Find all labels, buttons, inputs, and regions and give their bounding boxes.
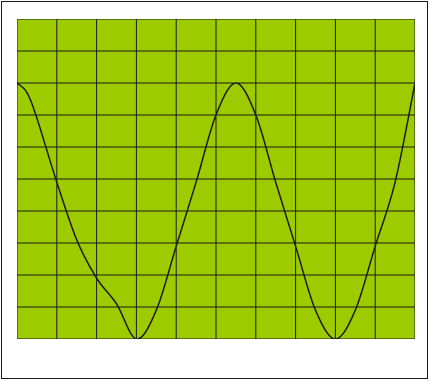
signal-trace	[17, 82, 415, 339]
oscilloscope-screen	[17, 19, 415, 339]
